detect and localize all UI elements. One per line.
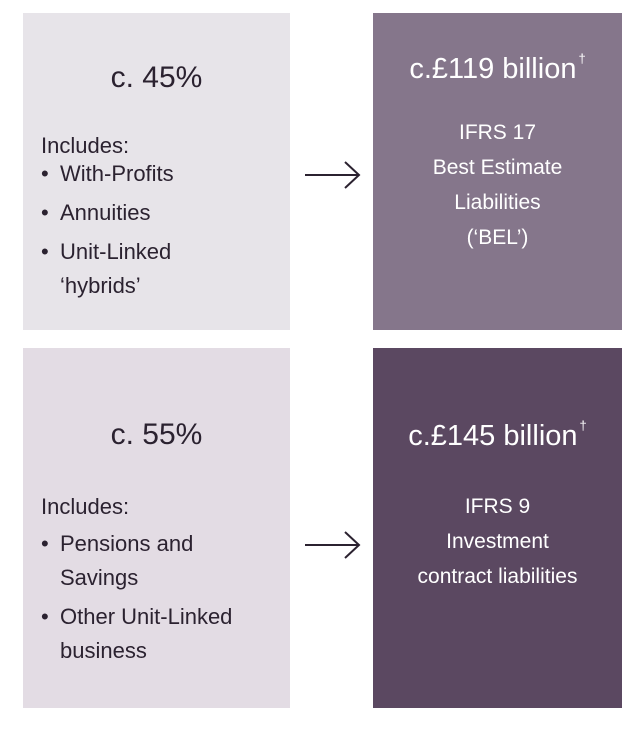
amount: c.£145 billion † [373, 418, 622, 453]
item-line: Annuities [60, 200, 151, 225]
share: c. 55% [110, 418, 203, 451]
description-line: IFRS 17 [458, 121, 537, 144]
amount: c.£119 billion † [373, 51, 622, 86]
amount-text: c.£145 billion [408, 420, 578, 452]
description-line: (‘BEL’) [466, 226, 529, 249]
note-marker: † [579, 418, 587, 433]
intro: Includes: [41, 494, 130, 519]
bullet-item: • Pensions and Savings [41, 527, 193, 595]
amount-box: c.£145 billion † IFRS 9 Investment contract… [373, 348, 622, 708]
amount-box: c.£119 billion † IFRS 17 Best Estimate Liab… [373, 13, 622, 330]
description-line: Investment [446, 530, 549, 553]
note-marker: † [578, 51, 586, 66]
arrow [305, 531, 361, 559]
intro: Includes: [41, 133, 130, 158]
bullet: • [41, 604, 49, 629]
description: IFRS 9 Investment contract liabilities [373, 489, 622, 594]
bullet-item: • With-Profits [41, 157, 174, 191]
item-line: ‘hybrids’ [60, 273, 141, 298]
item-line: Pensions and [60, 531, 194, 556]
description: IFRS 17 Best Estimate Liabilities (‘BEL’) [373, 115, 622, 255]
bullet-item: • Annuities [41, 196, 151, 230]
item-line: With-Profits [60, 161, 174, 186]
item-line: Savings [60, 565, 139, 590]
bullet: • [41, 200, 49, 225]
share-box: c. 55% Includes: • Pensions and Savings • Ot… [23, 348, 290, 708]
item-line: Other Unit-Linked [60, 604, 233, 629]
bullet: • [41, 531, 49, 556]
bullet: • [41, 161, 49, 186]
arrow [305, 161, 361, 189]
description-line: Liabilities [454, 191, 541, 214]
share: c. 45% [110, 61, 203, 94]
bullet-item: • Other Unit-Linked business [41, 600, 232, 668]
bullet: • [41, 239, 49, 264]
item-line: Unit-Linked [60, 239, 172, 264]
description-line: Best Estimate [432, 156, 563, 179]
description-line: IFRS 9 [464, 495, 531, 518]
item-line: business [60, 638, 147, 663]
share-box: c. 45% Includes: • With-Profits • Annuities… [23, 13, 290, 330]
description-line: contract liabilities [417, 565, 578, 588]
amount-text: c.£119 billion [409, 53, 577, 85]
bullet-item: • Unit-Linked ‘hybrids’ [41, 235, 171, 303]
